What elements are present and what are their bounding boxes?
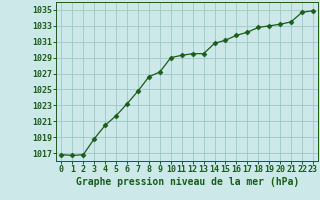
X-axis label: Graphe pression niveau de la mer (hPa): Graphe pression niveau de la mer (hPa) xyxy=(76,177,299,187)
